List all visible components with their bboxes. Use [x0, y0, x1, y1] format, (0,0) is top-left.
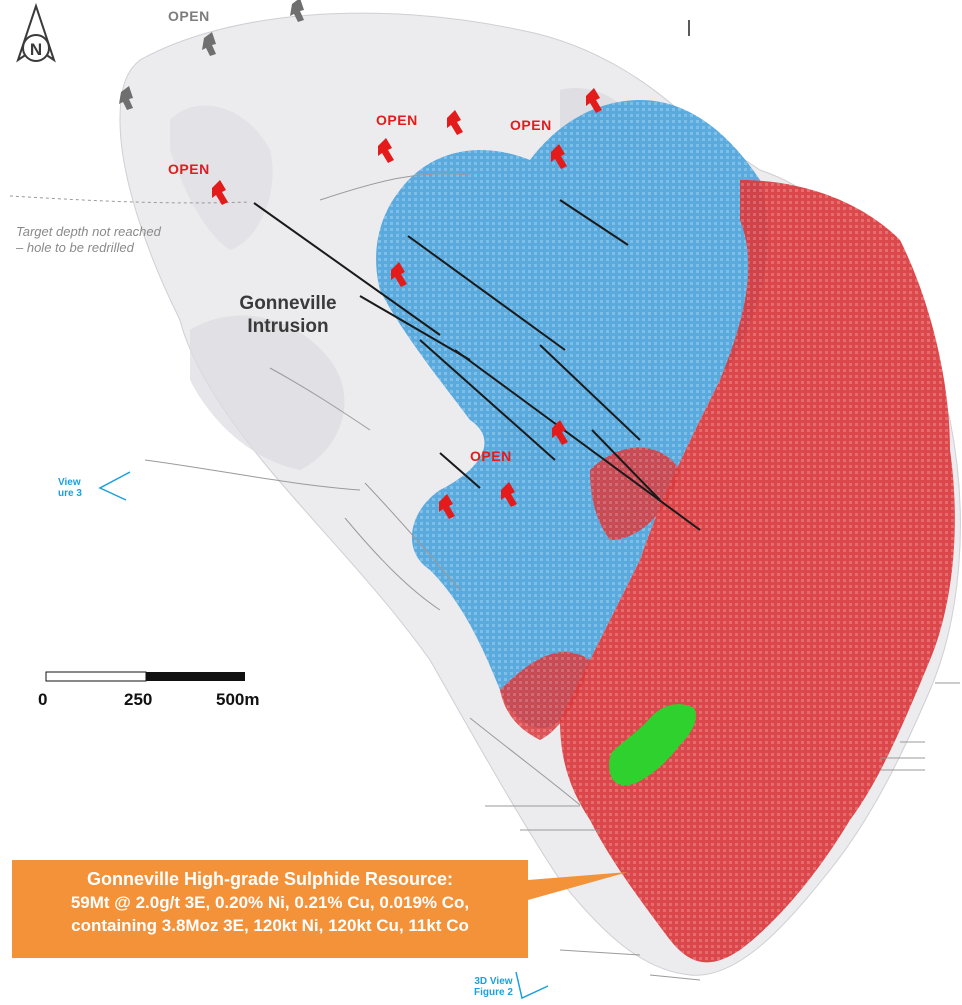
callout-line-2: 59Mt @ 2.0g/t 3E, 0.20% Ni, 0.21% Cu, 0.…: [70, 893, 470, 912]
callout-title: Gonneville High-grade Sulphide Resource:: [86, 869, 454, 889]
green-high-grade-resource: [609, 704, 696, 786]
view-bottom-line-2: Figure 2: [474, 987, 513, 998]
resource-callout: Gonneville High-grade Sulphide Resource:…: [12, 860, 528, 958]
callout-line-3: containing 3.8Moz 3E, 120kt Ni, 120kt Cu…: [71, 916, 469, 935]
view-bottom-line-1: 3D View: [474, 976, 513, 987]
target-depth-note: Target depth not reached – hole to be re…: [16, 224, 161, 256]
north-arrow-icon: N: [16, 2, 56, 63]
open-arrows-grey: [119, 0, 304, 110]
open-label-red: OPEN: [168, 161, 210, 177]
callout-pointer: [528, 872, 628, 900]
intrusion-line-2: Intrusion: [247, 316, 329, 337]
view-left-line-1: View: [58, 477, 81, 488]
open-label-red: OPEN: [470, 448, 512, 464]
scale-label-500m: 500m: [216, 690, 260, 709]
scale-label-0: 0: [38, 690, 48, 709]
blue-mineralisation-zone: [376, 100, 768, 729]
view-marker-left-icon: [98, 471, 131, 501]
note-line-1: Target depth not reached: [16, 224, 161, 239]
north-letter: N: [30, 40, 42, 59]
intrusion-label: Gonneville Intrusion: [218, 292, 358, 338]
open-label-grey: OPEN: [168, 8, 210, 24]
open-arrows-red: [212, 88, 602, 519]
scale-label-250: 250: [124, 690, 153, 709]
view-label-bottom: 3D View Figure 2: [474, 976, 513, 998]
drillhole-intercepts: [253, 199, 701, 531]
note-line-2: – hole to be redrilled: [16, 240, 134, 255]
open-label-red: OPEN: [376, 112, 418, 128]
view-marker-bottom-icon: [515, 971, 549, 1000]
scale-bar: [45, 671, 245, 682]
view-label-left: View ure 3: [58, 477, 82, 499]
open-label-red: OPEN: [510, 117, 552, 133]
drillhole-traces: [9, 173, 960, 981]
intrusion-line-1: Gonneville: [239, 293, 337, 314]
view-left-line-2: ure 3: [58, 488, 82, 499]
